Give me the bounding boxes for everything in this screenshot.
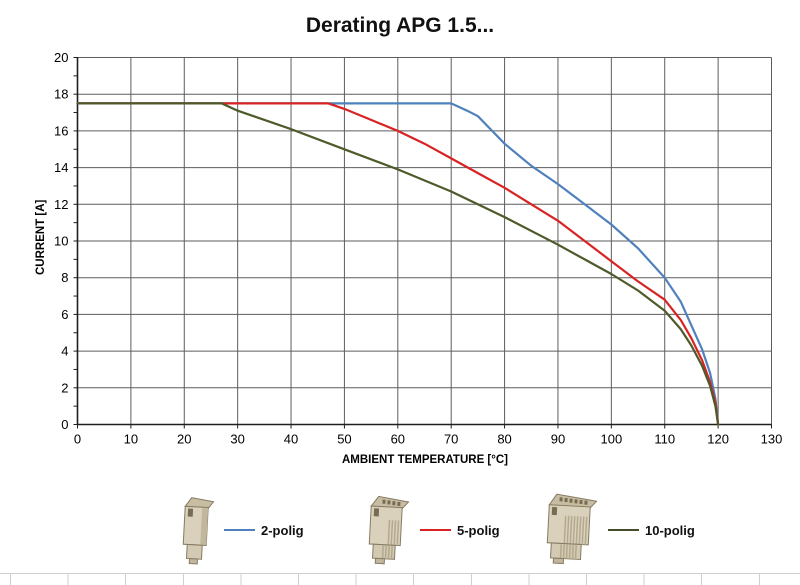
series-line-2-polig[interactable] bbox=[76, 102, 720, 426]
y-tick-label: 4 bbox=[61, 344, 68, 359]
connector-5pole-icon bbox=[368, 495, 410, 565]
legend-label-2polig: 2-polig bbox=[261, 522, 304, 538]
x-tick-label: 40 bbox=[284, 432, 298, 447]
legend-item-10polig[interactable]: 10-polig bbox=[541, 490, 695, 570]
y-tick-label: 2 bbox=[61, 380, 68, 395]
plot-area: 0 2 4 6 8 10 12 14 16 18 20 0 10 20 30 40 50 60 70 80 90 100 1… bbox=[54, 50, 783, 447]
series-line-5-polig[interactable] bbox=[76, 102, 720, 426]
x-tick-label: 130 bbox=[761, 432, 783, 447]
x-tick-label: 0 bbox=[74, 432, 81, 447]
series-line-10-polig[interactable] bbox=[76, 102, 720, 426]
legend-item-5polig[interactable]: 5-polig bbox=[363, 490, 500, 570]
y-tick-label: 18 bbox=[54, 87, 68, 102]
connector-10pole-icon bbox=[546, 493, 598, 565]
y-tick-label: 14 bbox=[54, 160, 68, 175]
x-axis-title: AMBIENT TEMPERATURE [°C] bbox=[341, 454, 508, 466]
x-tick-label: 10 bbox=[124, 432, 138, 447]
chart-title: Derating APG 1.5... bbox=[305, 14, 495, 37]
legend-line-10polig bbox=[608, 529, 639, 531]
x-tick-label: 110 bbox=[654, 432, 675, 447]
legend-label-5polig: 5-polig bbox=[457, 522, 500, 538]
x-tick-label: 90 bbox=[551, 432, 565, 447]
legend-line-5polig bbox=[420, 529, 451, 531]
y-axis-title: CURRENT [A] bbox=[35, 199, 47, 275]
x-tick-label: 70 bbox=[444, 432, 458, 447]
legend-item-2polig[interactable]: 2-polig bbox=[177, 490, 304, 570]
legend-label-10polig: 10-polig bbox=[645, 522, 695, 538]
connector-2pole-icon bbox=[182, 497, 215, 565]
spreadsheet-gridlines bbox=[0, 573, 800, 585]
x-tick-label: 100 bbox=[600, 432, 622, 447]
y-tick-label: 12 bbox=[54, 197, 68, 212]
y-tick-label: 10 bbox=[54, 234, 68, 249]
x-tick-label: 120 bbox=[707, 432, 729, 447]
x-tick-label: 80 bbox=[497, 432, 511, 447]
y-tick-label: 0 bbox=[61, 417, 68, 432]
x-tick-label: 30 bbox=[230, 432, 244, 447]
y-tick-label: 16 bbox=[54, 123, 68, 138]
chart-legend: 2-polig 5-polig bbox=[0, 490, 800, 572]
legend-line-2polig bbox=[224, 529, 255, 531]
y-tick-label: 6 bbox=[61, 307, 68, 322]
x-tick-label: 50 bbox=[337, 432, 351, 447]
x-tick-label: 60 bbox=[391, 432, 405, 447]
x-tick-label: 20 bbox=[177, 432, 191, 447]
y-tick-label: 8 bbox=[61, 270, 68, 285]
y-tick-label: 20 bbox=[54, 50, 68, 65]
